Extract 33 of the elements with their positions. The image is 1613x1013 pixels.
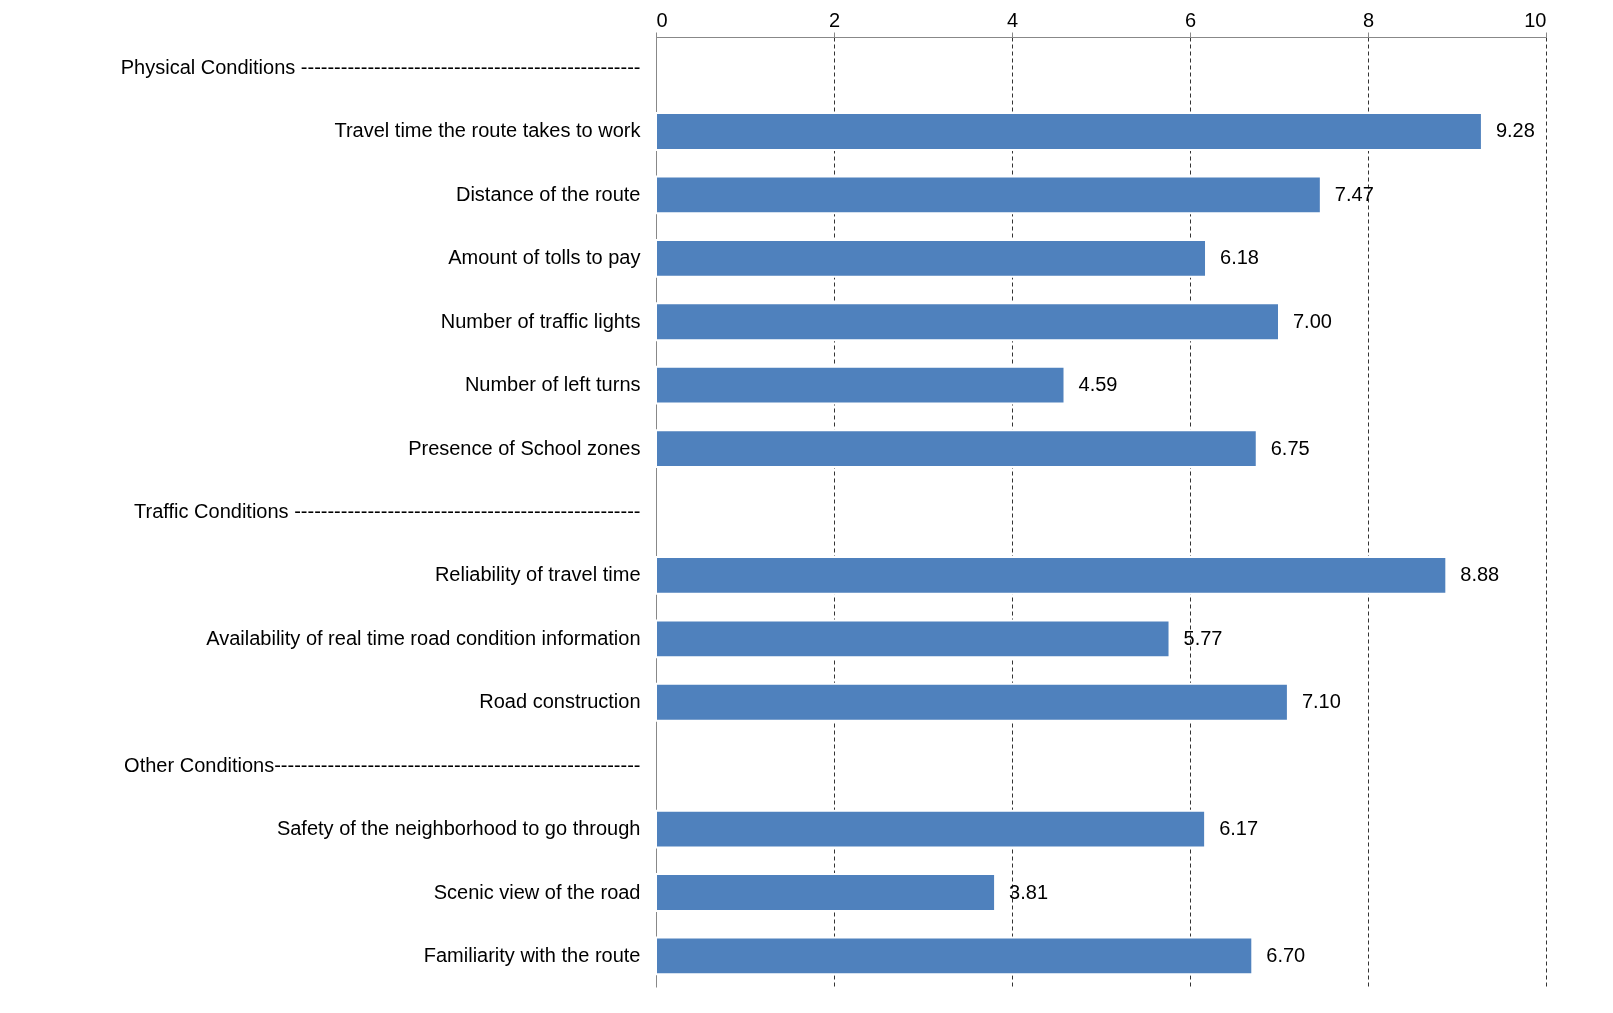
data-label: 7.47 xyxy=(1334,182,1374,205)
x-tick-label: 0 xyxy=(656,8,668,31)
y-tick-label: Distance of the route xyxy=(455,182,641,205)
data-label: 9.28 xyxy=(1495,119,1535,142)
x-tick-label: 4 xyxy=(1006,8,1019,31)
x-tick-label: 6 xyxy=(1184,8,1197,31)
y-tick-label: Travel time the route takes to work xyxy=(334,119,642,142)
y-tick-label: Amount of tolls to pay xyxy=(448,246,641,269)
data-label: 7.10 xyxy=(1301,690,1341,713)
data-label: 8.88 xyxy=(1460,563,1500,586)
data-label: 6.18 xyxy=(1220,246,1259,269)
y-tick-label: Familiarity with the route xyxy=(423,943,641,966)
y-tick-label: Reliability of travel time xyxy=(434,563,641,586)
y-tick-label: Availability of real time road condition information xyxy=(206,626,641,649)
y-tick-label: Presence of School zones xyxy=(408,436,641,459)
y-tick-label: Physical Conditions --------------------------------------------------- xyxy=(120,56,641,79)
data-label: 6.70 xyxy=(1266,943,1306,966)
y-tick-label: Traffic Conditions ---------------------------------------------------- xyxy=(134,500,641,522)
data-label: 4.59 xyxy=(1078,373,1118,396)
data-label: 7.00 xyxy=(1293,309,1332,332)
y-tick-label: Number of traffic lights xyxy=(440,309,641,332)
data-label: 3.81 xyxy=(1009,880,1049,903)
x-tick-label: 2 xyxy=(828,8,841,31)
y-tick-label: Other Conditions------------------------------------------------------- xyxy=(124,753,641,776)
y-tick-label: Number of left turns xyxy=(464,373,641,396)
y-tick-label: Road construction xyxy=(479,690,641,713)
x-tick-label: 8 xyxy=(1362,8,1375,31)
y-tick-label: Safety of the neighborhood to go through xyxy=(276,817,641,840)
data-label: 5.77 xyxy=(1183,626,1223,649)
data-label: 6.17 xyxy=(1219,817,1259,840)
y-tick-label: Scenic view of the road xyxy=(433,880,641,903)
x-tick-label: 10 xyxy=(1524,8,1547,31)
data-label: 6.75 xyxy=(1270,436,1310,459)
